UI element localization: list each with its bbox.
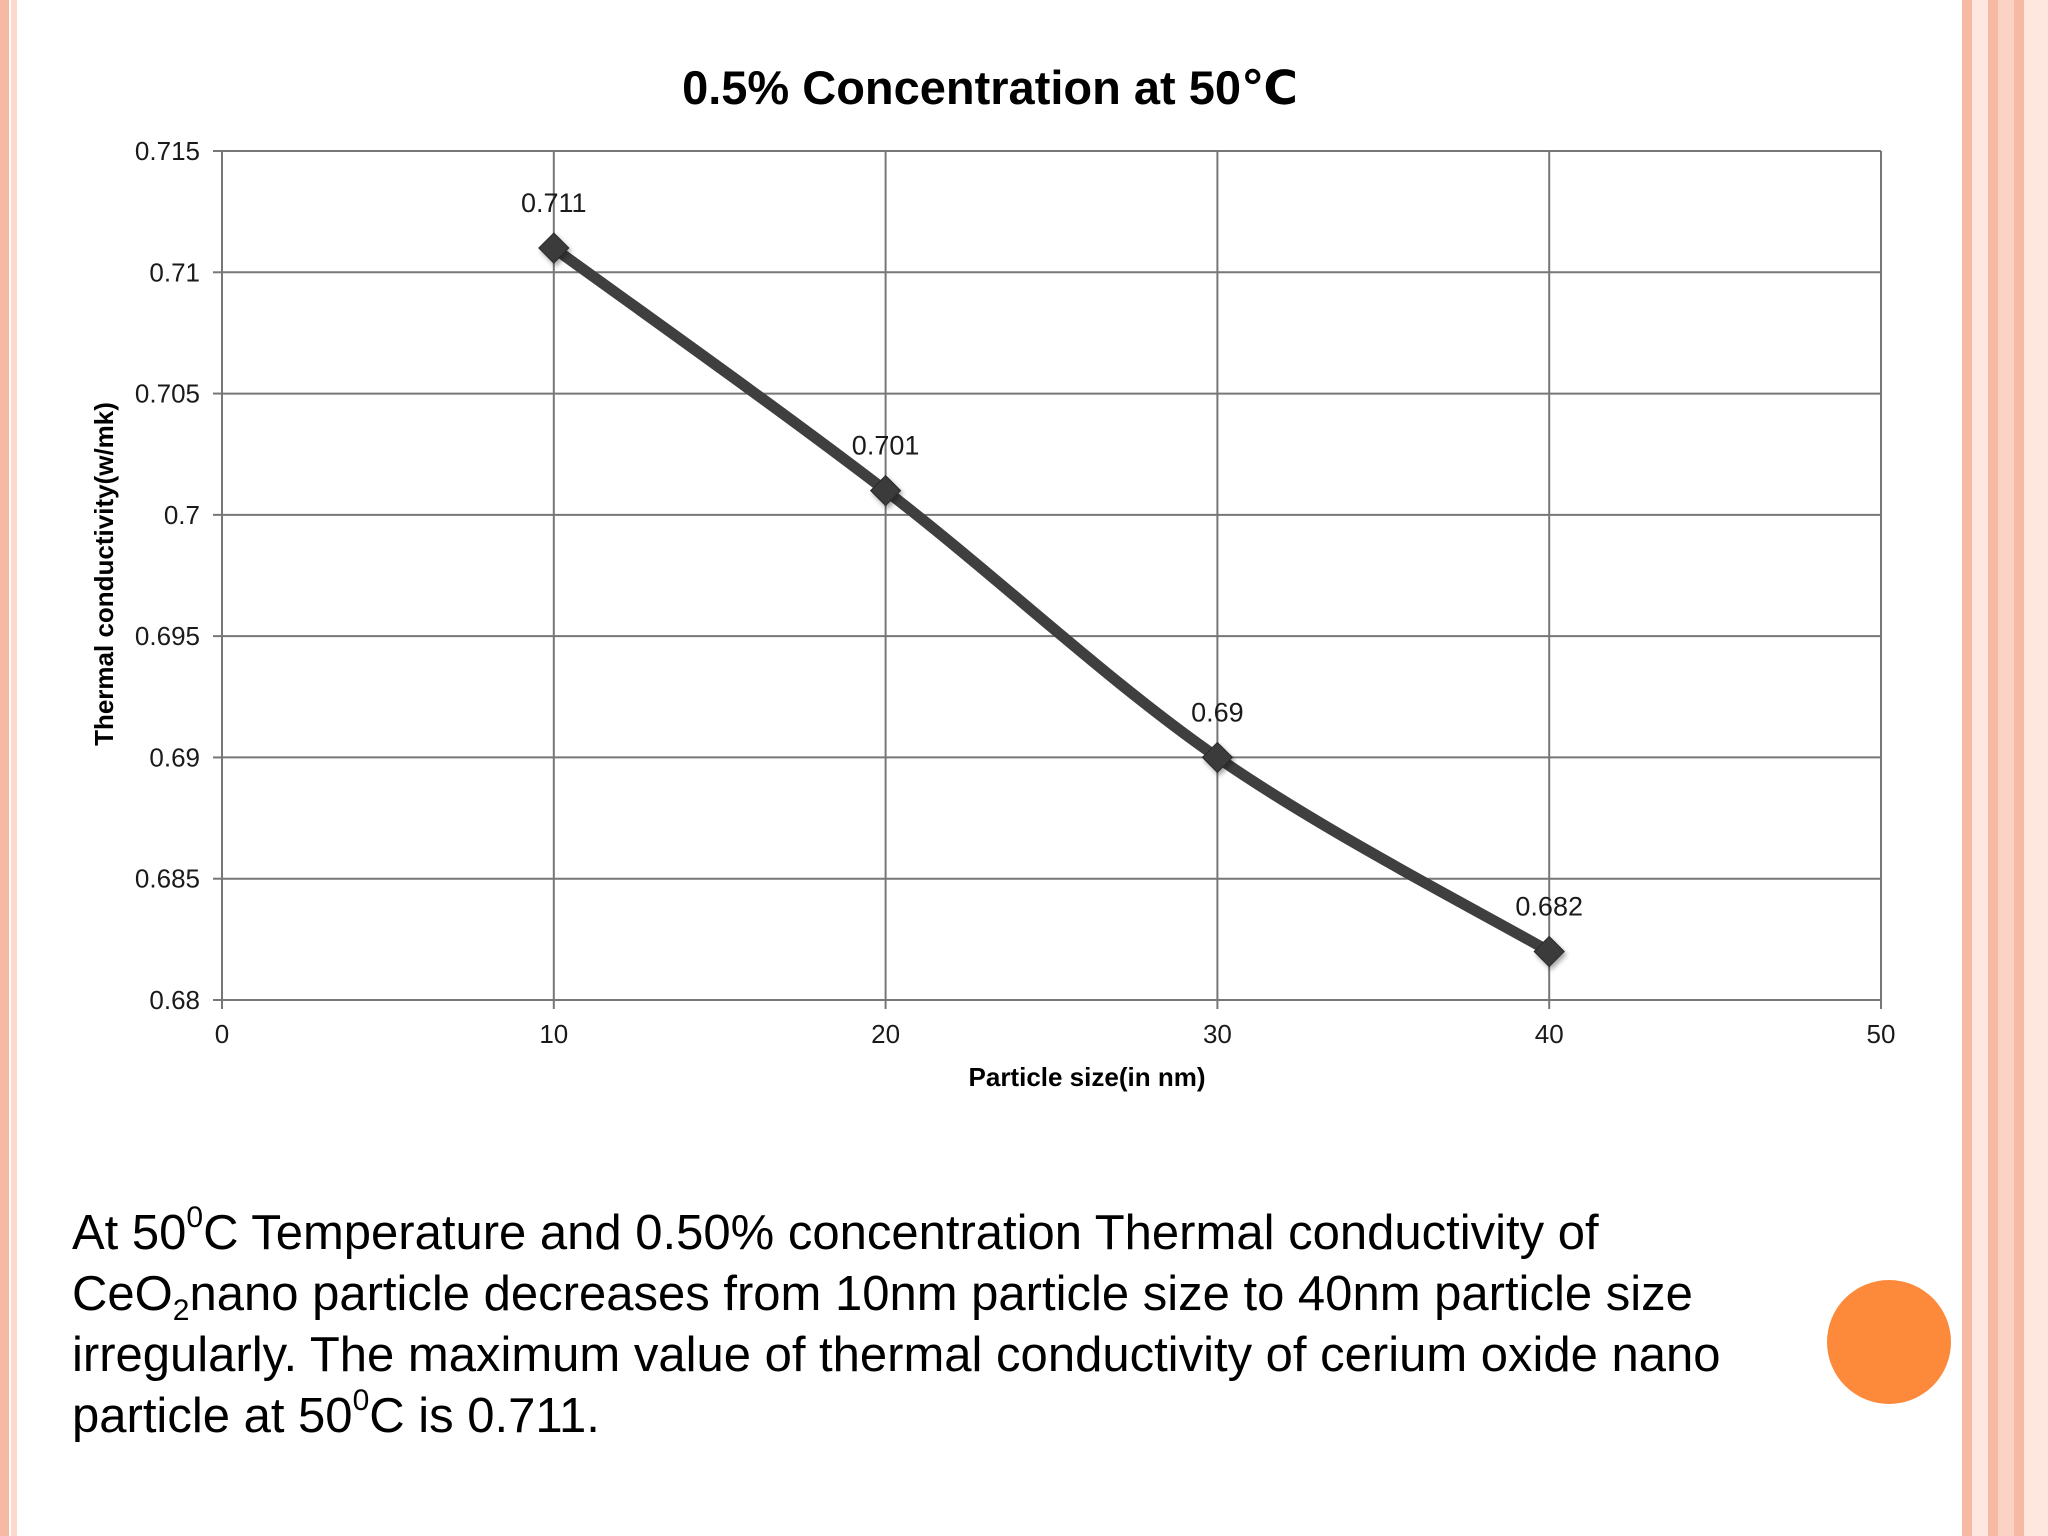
degree-superscript: 0 (352, 1384, 370, 1417)
caption-paragraph: At 500C Temperature and 0.50% concentrat… (72, 1203, 1832, 1447)
caption-text: particle at 50 (72, 1389, 353, 1443)
subscript: 2 (172, 1294, 190, 1327)
right-border-stripe (2014, 0, 2024, 1536)
data-label: 0.682 (1515, 891, 1583, 921)
x-tick-label: 30 (1203, 1019, 1232, 1049)
x-tick-label: 50 (1867, 1019, 1896, 1049)
y-tick-label: 0.695 (135, 621, 200, 651)
data-point-marker (869, 474, 902, 507)
x-tick-label: 0 (215, 1019, 229, 1049)
right-border-stripe (1972, 0, 1988, 1536)
caption-text: C Temperature and 0.50% concentration Th… (203, 1206, 1599, 1260)
caption-text: C is 0.711. (369, 1389, 600, 1443)
left-border-stripe-inner (11, 0, 17, 1536)
data-label: 0.69 (1191, 697, 1244, 727)
caption-line: irregularly. The maximum value of therma… (72, 1325, 1832, 1386)
chart-title: 0.5% Concentration at 50℃ (682, 61, 1298, 114)
data-label: 0.701 (852, 431, 920, 461)
right-border-stripe (1998, 0, 2014, 1536)
data-point-marker (538, 232, 570, 264)
x-tick-label: 20 (871, 1019, 900, 1049)
right-border-stripe (1962, 0, 1972, 1536)
data-label: 0.711 (521, 188, 587, 218)
y-tick-label: 0.68 (149, 985, 200, 1015)
series-line (548, 242, 1555, 957)
data-point-marker (1533, 935, 1565, 968)
y-axis-title: Thermal conductivity(w/mk) (89, 402, 119, 746)
y-tick-label: 0.715 (135, 136, 200, 166)
right-border-stripe (1988, 0, 1998, 1536)
caption-line: CeO2nano particle decreases from 10nm pa… (72, 1264, 1832, 1327)
data-point-marker (1201, 741, 1234, 774)
y-tick-label: 0.685 (135, 864, 200, 894)
right-border-stripe (2024, 0, 2048, 1536)
degree-superscript: 0 (186, 1201, 204, 1234)
x-tick-label: 40 (1535, 1019, 1564, 1049)
decorative-orange-circle (1827, 1280, 1951, 1404)
y-tick-label: 0.7 (164, 500, 200, 530)
y-tick-label: 0.71 (149, 257, 200, 287)
caption-text: At 50 (72, 1206, 187, 1260)
caption-line: particle at 500C is 0.711. (72, 1386, 1832, 1447)
line-chart: 0.5% Concentration at 50℃ 0.68 0.685 0.69 0… (89, 61, 1896, 1092)
x-axis-title: Particle size(in nm) (969, 1062, 1206, 1092)
caption-line: At 500C Temperature and 0.50% concentrat… (72, 1203, 1832, 1264)
x-tick-label: 10 (539, 1019, 568, 1049)
caption-text: nano particle decreases from 10nm partic… (189, 1267, 1693, 1321)
y-tick-label: 0.69 (149, 742, 200, 772)
left-border-stripe (0, 0, 9, 1536)
caption-text: CeO (72, 1267, 173, 1321)
caption-text: irregularly. The maximum value of therma… (72, 1328, 1721, 1382)
y-tick-label: 0.705 (135, 379, 200, 409)
